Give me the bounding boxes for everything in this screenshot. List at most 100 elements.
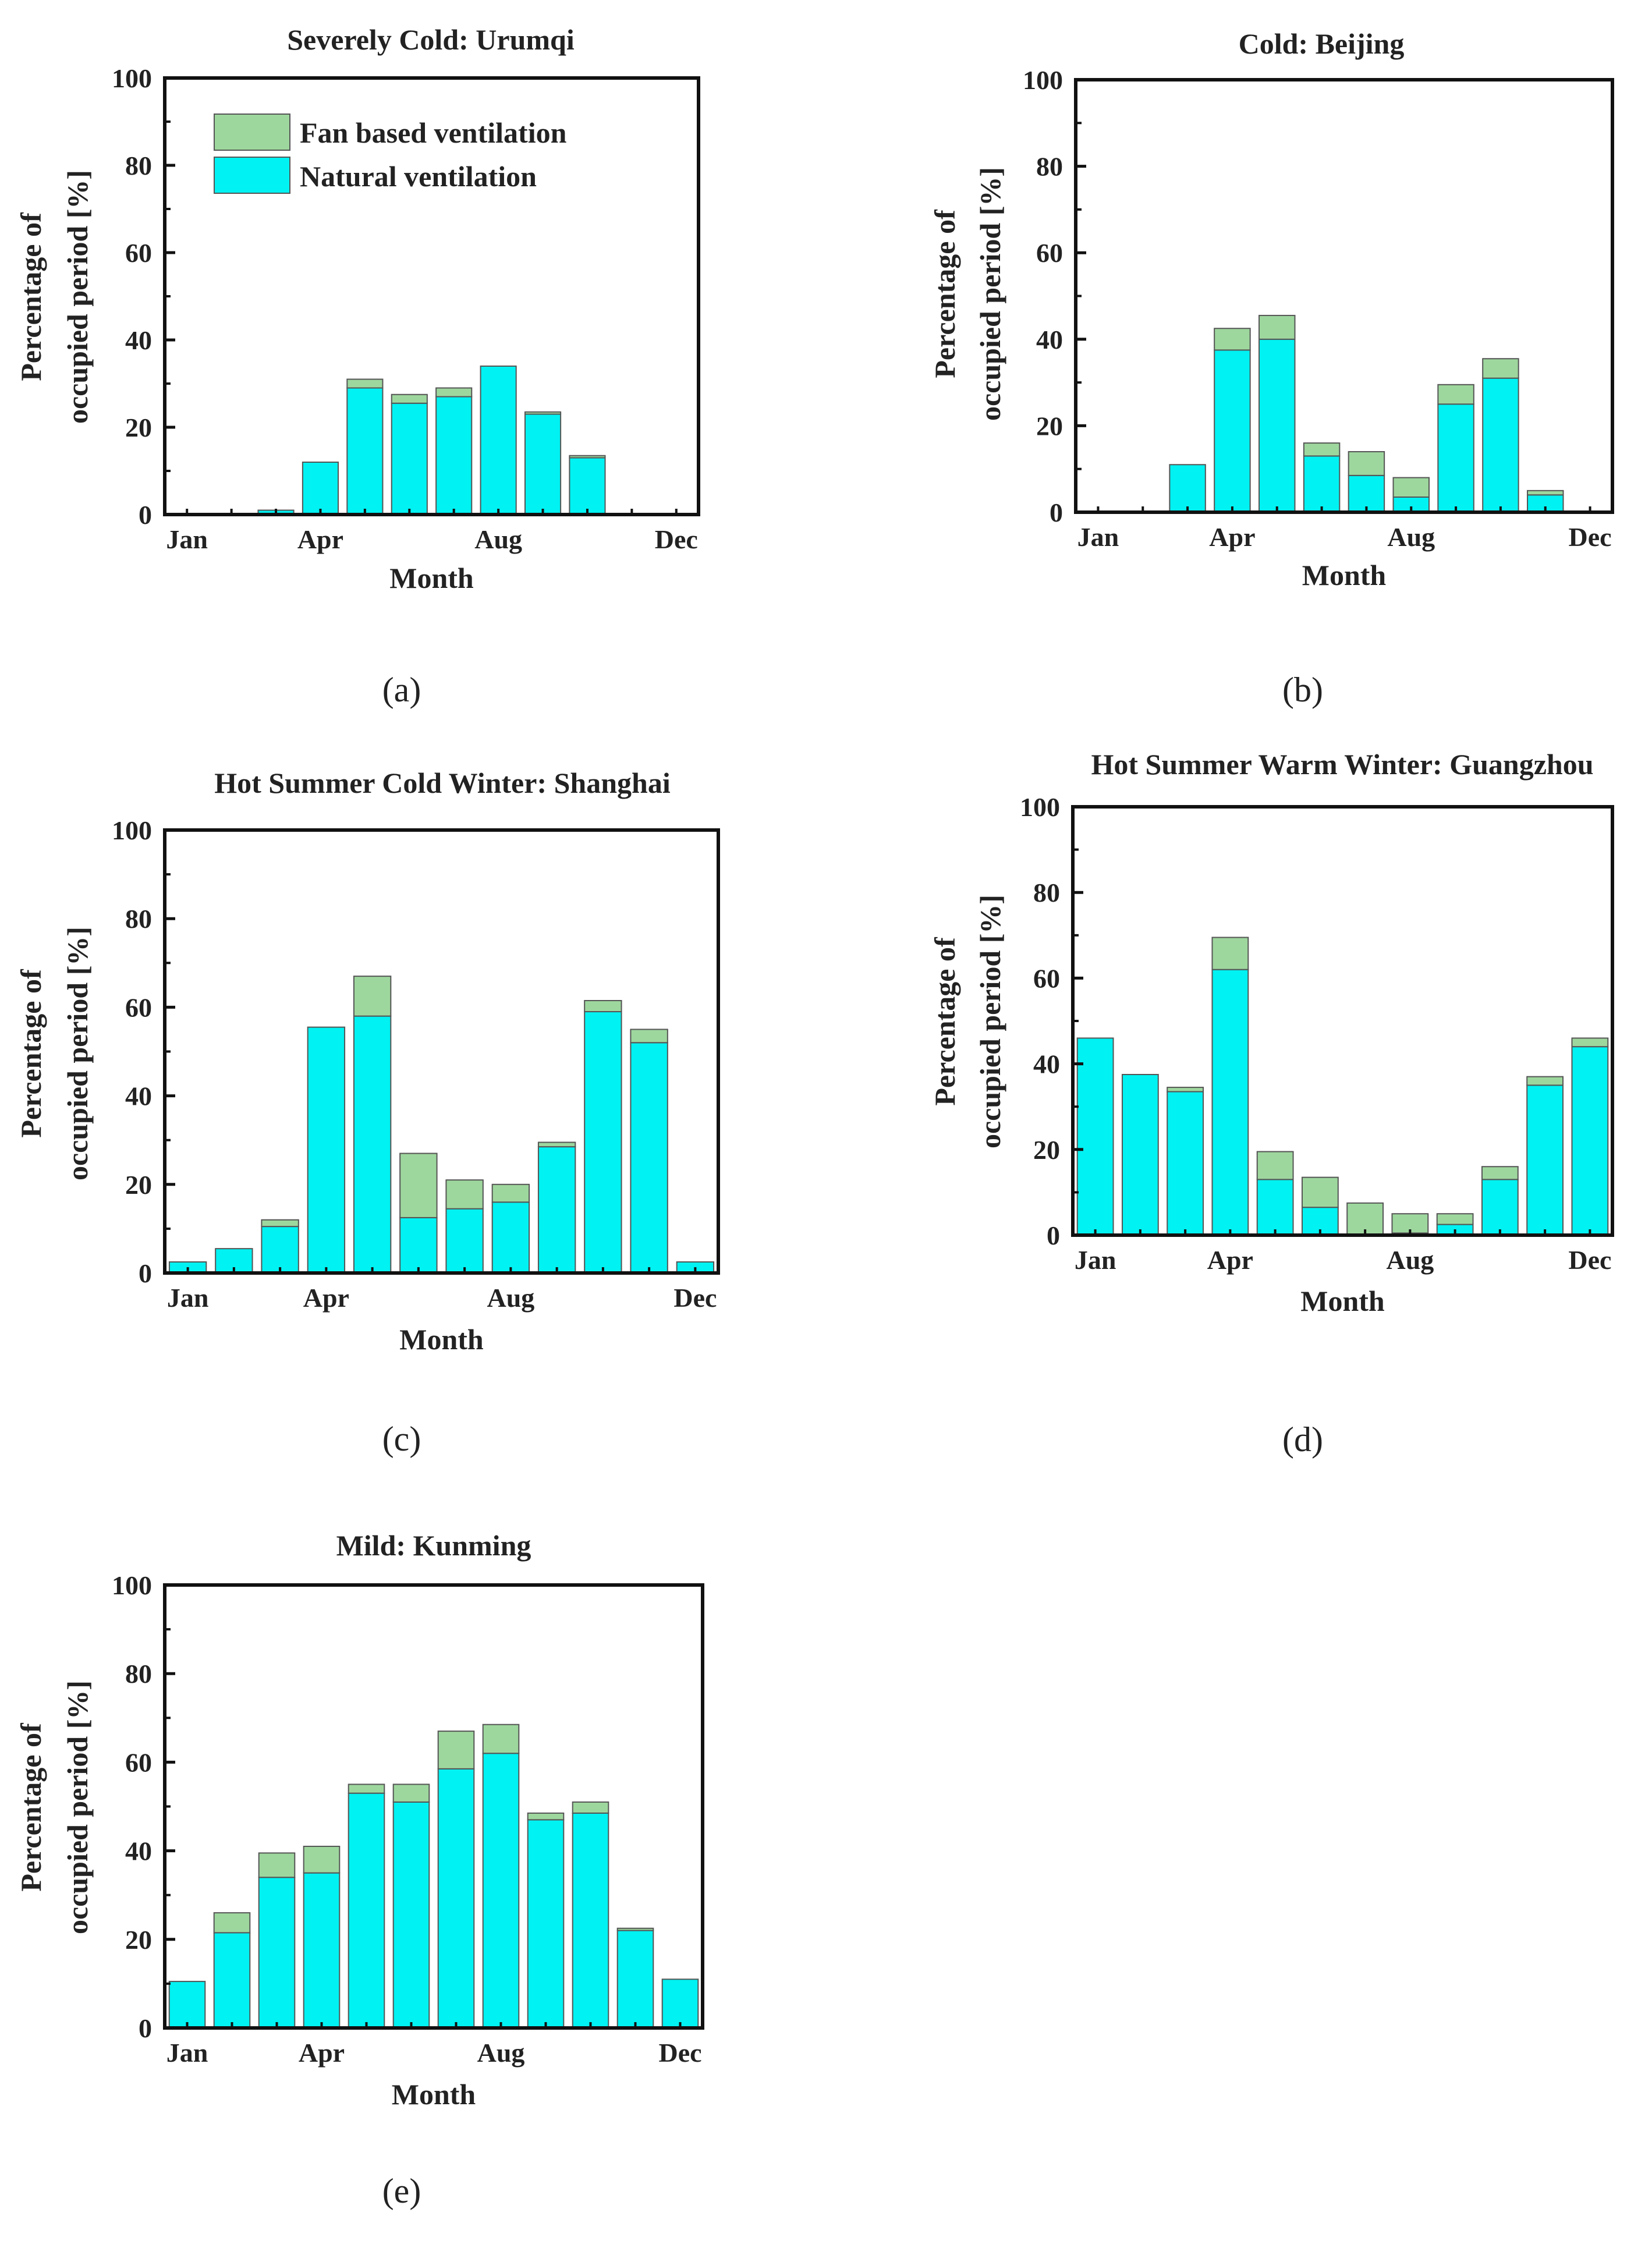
chart-title: Hot Summer Cold Winter: Shanghai: [214, 767, 671, 799]
x-tick-label: Dec: [673, 1283, 717, 1313]
x-tick-label: Aug: [1387, 522, 1435, 552]
bar-natural-month-10: [1482, 377, 1519, 513]
bar-fan-month-9: [1436, 1213, 1474, 1225]
x-tick-label: Aug: [477, 2038, 525, 2068]
bar-natural-month-10: [572, 1812, 609, 2029]
bar-fan-month-11: [616, 1927, 654, 1931]
bar-natural-month-9: [527, 1819, 565, 2029]
panel-caption: (e): [382, 2172, 421, 2210]
chart-panel-c: Hot Summer Cold Winter: Shanghai 0 20 40 60 8…: [15, 767, 720, 1458]
x-tick-label: Aug: [487, 1283, 534, 1313]
chart-title: Hot Summer Warm Winter: Guangzhou: [1091, 748, 1593, 781]
bar-fan-month-3: [261, 1219, 299, 1228]
bar-fan-month-7: [445, 1179, 484, 1210]
bar-fan-month-5: [1256, 1151, 1294, 1180]
x-tick-label: Jan: [1077, 522, 1119, 552]
bar-fan-month-12: [1571, 1037, 1609, 1048]
x-tick-label: Dec: [1568, 1245, 1611, 1275]
bar-fan-month-4: [303, 1845, 341, 1874]
x-tick-label: Jan: [166, 524, 208, 554]
bar-natural-month-10: [569, 457, 606, 515]
bar-natural-month-4: [303, 1872, 341, 2029]
bar-natural-month-3: [1169, 464, 1206, 513]
bar-fan-month-8: [1392, 477, 1430, 498]
legend-swatch-fan: [214, 114, 290, 151]
x-axis-label: Month: [1302, 559, 1387, 591]
y-tick-label: 80: [125, 904, 152, 934]
x-axis-label: Month: [389, 562, 474, 594]
bar-fan-month-6: [392, 1783, 430, 1803]
y-axis-label: occupied period [%]: [974, 895, 1006, 1148]
bar-fan-month-6: [399, 1153, 438, 1218]
y-axis-label: Percentage of: [15, 1722, 47, 1892]
x-tick-label: Dec: [655, 524, 698, 554]
y-axis-label: occupied period [%]: [61, 170, 94, 424]
bar-natural-month-7: [437, 1768, 475, 2029]
y-tick-label: 20: [125, 1170, 152, 1200]
y-tick-label: 80: [1033, 878, 1060, 907]
bar-natural-month-5: [1259, 338, 1296, 513]
bar-fan-month-2: [213, 1912, 251, 1934]
y-tick-label: 40: [125, 1082, 152, 1111]
panel-caption: (d): [1282, 1420, 1323, 1459]
bar-natural-month-8: [482, 1753, 520, 2029]
bar-natural-month-7: [435, 396, 473, 515]
bar-fan-month-3: [1167, 1087, 1204, 1093]
y-tick-label: 40: [125, 325, 152, 355]
bar-natural-month-11: [1526, 1084, 1564, 1236]
x-tick-label: Apr: [1207, 1245, 1253, 1275]
bar-natural-month-7: [445, 1208, 484, 1274]
bar-fan-month-9: [524, 411, 562, 415]
bar-fan-month-6: [1303, 442, 1341, 457]
y-axis-label: Percentage of: [928, 937, 961, 1106]
chart-panel-a: Severely Cold: Urumqi 0 20 40 60 80 100 Jan Apr A…: [15, 23, 700, 709]
bar-natural-month-5: [346, 387, 384, 515]
y-tick-label: 80: [1036, 152, 1063, 182]
y-tick-label: 0: [139, 500, 152, 530]
bar-natural-month-4: [1214, 349, 1251, 513]
y-tick-label: 20: [1033, 1135, 1060, 1165]
x-tick-label: Apr: [1209, 522, 1255, 552]
bar-natural-month-9: [524, 413, 562, 515]
bar-fan-month-5: [346, 378, 384, 389]
y-tick-label: 40: [1036, 325, 1063, 354]
y-tick-label: 100: [1020, 792, 1060, 822]
chart-title: Mild: Kunming: [336, 1529, 531, 1562]
x-tick-label: Dec: [658, 2038, 701, 2068]
y-tick-label: 60: [125, 992, 152, 1022]
y-axis-label: occupied period [%]: [61, 1680, 94, 1934]
bar-fan-month-5: [353, 976, 392, 1017]
y-tick-label: 100: [1023, 65, 1063, 95]
y-tick-label: 0: [1047, 1221, 1060, 1250]
y-tick-label: 20: [1036, 411, 1063, 441]
bar-fan-month-8: [482, 1724, 520, 1754]
bar-fan-month-11: [1526, 1076, 1564, 1086]
bar-natural-month-12: [661, 1978, 699, 2029]
bar-natural-month-6: [391, 402, 428, 515]
plot-frame: [1074, 78, 1614, 514]
bar-fan-month-9: [527, 1812, 565, 1821]
bar-natural-month-3: [1167, 1091, 1204, 1236]
bar-fan-month-9: [1437, 384, 1474, 405]
bar-fan-month-11: [1527, 490, 1564, 496]
chart-panel-e: Mild: Kunming 0 20 40 60 80 100 Jan Apr Aug Dec Mon…: [15, 1529, 704, 2210]
chart-panel-d: Hot Summer Warm Winter: Guangzhou 0 20 40 60…: [928, 748, 1614, 1459]
x-axis-label: Month: [399, 1323, 484, 1356]
bar-natural-month-9: [537, 1146, 576, 1274]
y-tick-label: 40: [125, 1836, 152, 1866]
x-tick-label: Apr: [303, 1283, 349, 1313]
bar-fan-month-7: [437, 1731, 475, 1770]
bar-natural-month-4: [307, 1026, 346, 1274]
bar-natural-month-9: [1437, 403, 1474, 513]
bar-natural-month-2: [1121, 1074, 1159, 1236]
bar-fan-month-10: [572, 1801, 609, 1814]
legend-label-natural: Natural ventilation: [300, 160, 537, 193]
y-tick-label: 80: [125, 151, 152, 180]
y-tick-label: 100: [112, 63, 152, 93]
x-tick-label: Aug: [474, 524, 522, 554]
y-axis-label: occupied period [%]: [61, 927, 94, 1180]
bar-natural-month-2: [213, 1932, 251, 2029]
bar-natural-month-5: [353, 1015, 392, 1274]
bar-fan-month-10: [584, 999, 622, 1013]
y-axis-label: occupied period [%]: [974, 167, 1006, 421]
